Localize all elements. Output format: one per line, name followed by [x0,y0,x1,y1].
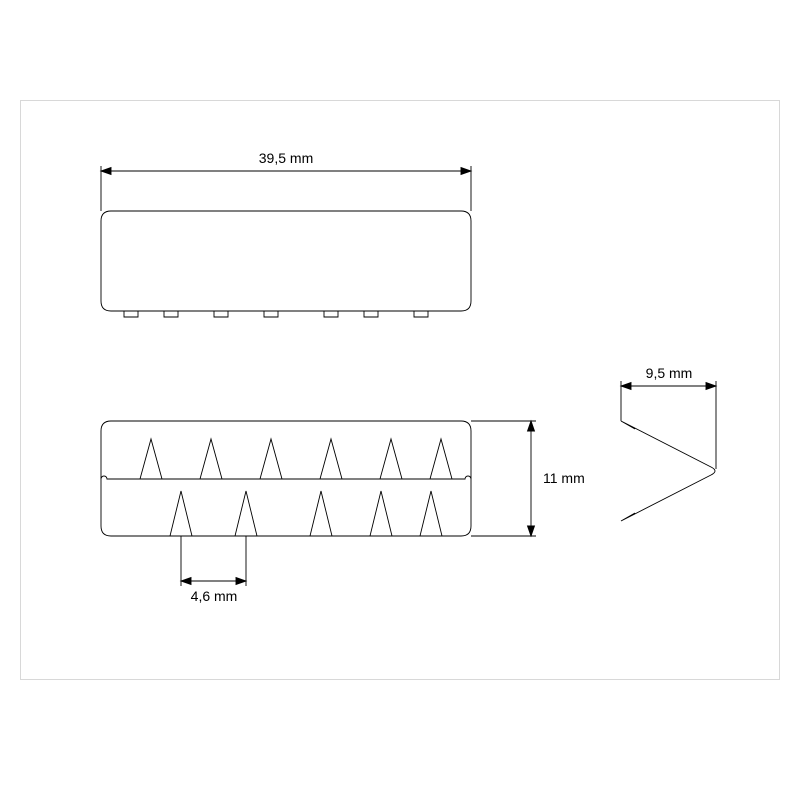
top-view [101,211,471,317]
flat-view-top-teeth [140,439,452,479]
top-view-bottom-tabs [124,311,428,317]
dim-label-height: 11 mm [543,470,585,486]
flat-view [101,421,471,536]
top-view-tab [414,311,428,317]
dim-arrow [461,168,471,175]
flat-view-tooth-top [140,439,162,479]
flat-view-outline [101,421,471,536]
dim-label-end-width: 9,5 mm [646,365,693,381]
flat-view-tooth-bottom [170,491,192,536]
flat-view-tooth-top [320,439,342,479]
dim-arrow [528,421,535,431]
dim-arrow [706,383,716,390]
flat-view-tooth-top [380,439,402,479]
flat-view-bottom-teeth [170,491,442,536]
dim-arrow [101,168,111,175]
top-view-tab [164,311,178,317]
top-view-tab [214,311,228,317]
flat-view-tooth-bottom [420,491,442,536]
top-view-outline [101,211,471,311]
dim-arrow [621,383,631,390]
top-view-tab [124,311,138,317]
flat-view-tooth-bottom [370,491,392,536]
drawing-canvas: 39,5 mm 11 mm 9,5 mm 4,6 mm [20,100,780,680]
dim-arrow [528,526,535,536]
dim-arrow [236,578,246,585]
flat-view-tooth-top [260,439,282,479]
dim-end-width: 9,5 mm [621,365,716,469]
technical-drawing-svg: 39,5 mm 11 mm 9,5 mm 4,6 mm [21,101,781,681]
flat-view-tooth-bottom [235,491,257,536]
top-view-tab [264,311,278,317]
flat-view-midline [101,476,471,479]
flat-view-tooth-top [430,439,452,479]
dim-overall-length: 39,5 mm [101,150,471,211]
dim-label-overall-length: 39,5 mm [259,150,313,166]
dim-arrow [181,578,191,585]
top-view-tab [324,311,338,317]
flat-view-tooth-top [200,439,222,479]
dim-label-tooth-pitch: 4,6 mm [191,588,238,604]
flat-view-tooth-bottom [310,491,332,536]
end-view-profile [621,421,715,521]
dim-height: 11 mm [471,421,585,536]
dim-tooth-pitch: 4,6 mm [181,536,246,604]
top-view-tab [364,311,378,317]
end-view [621,421,715,521]
